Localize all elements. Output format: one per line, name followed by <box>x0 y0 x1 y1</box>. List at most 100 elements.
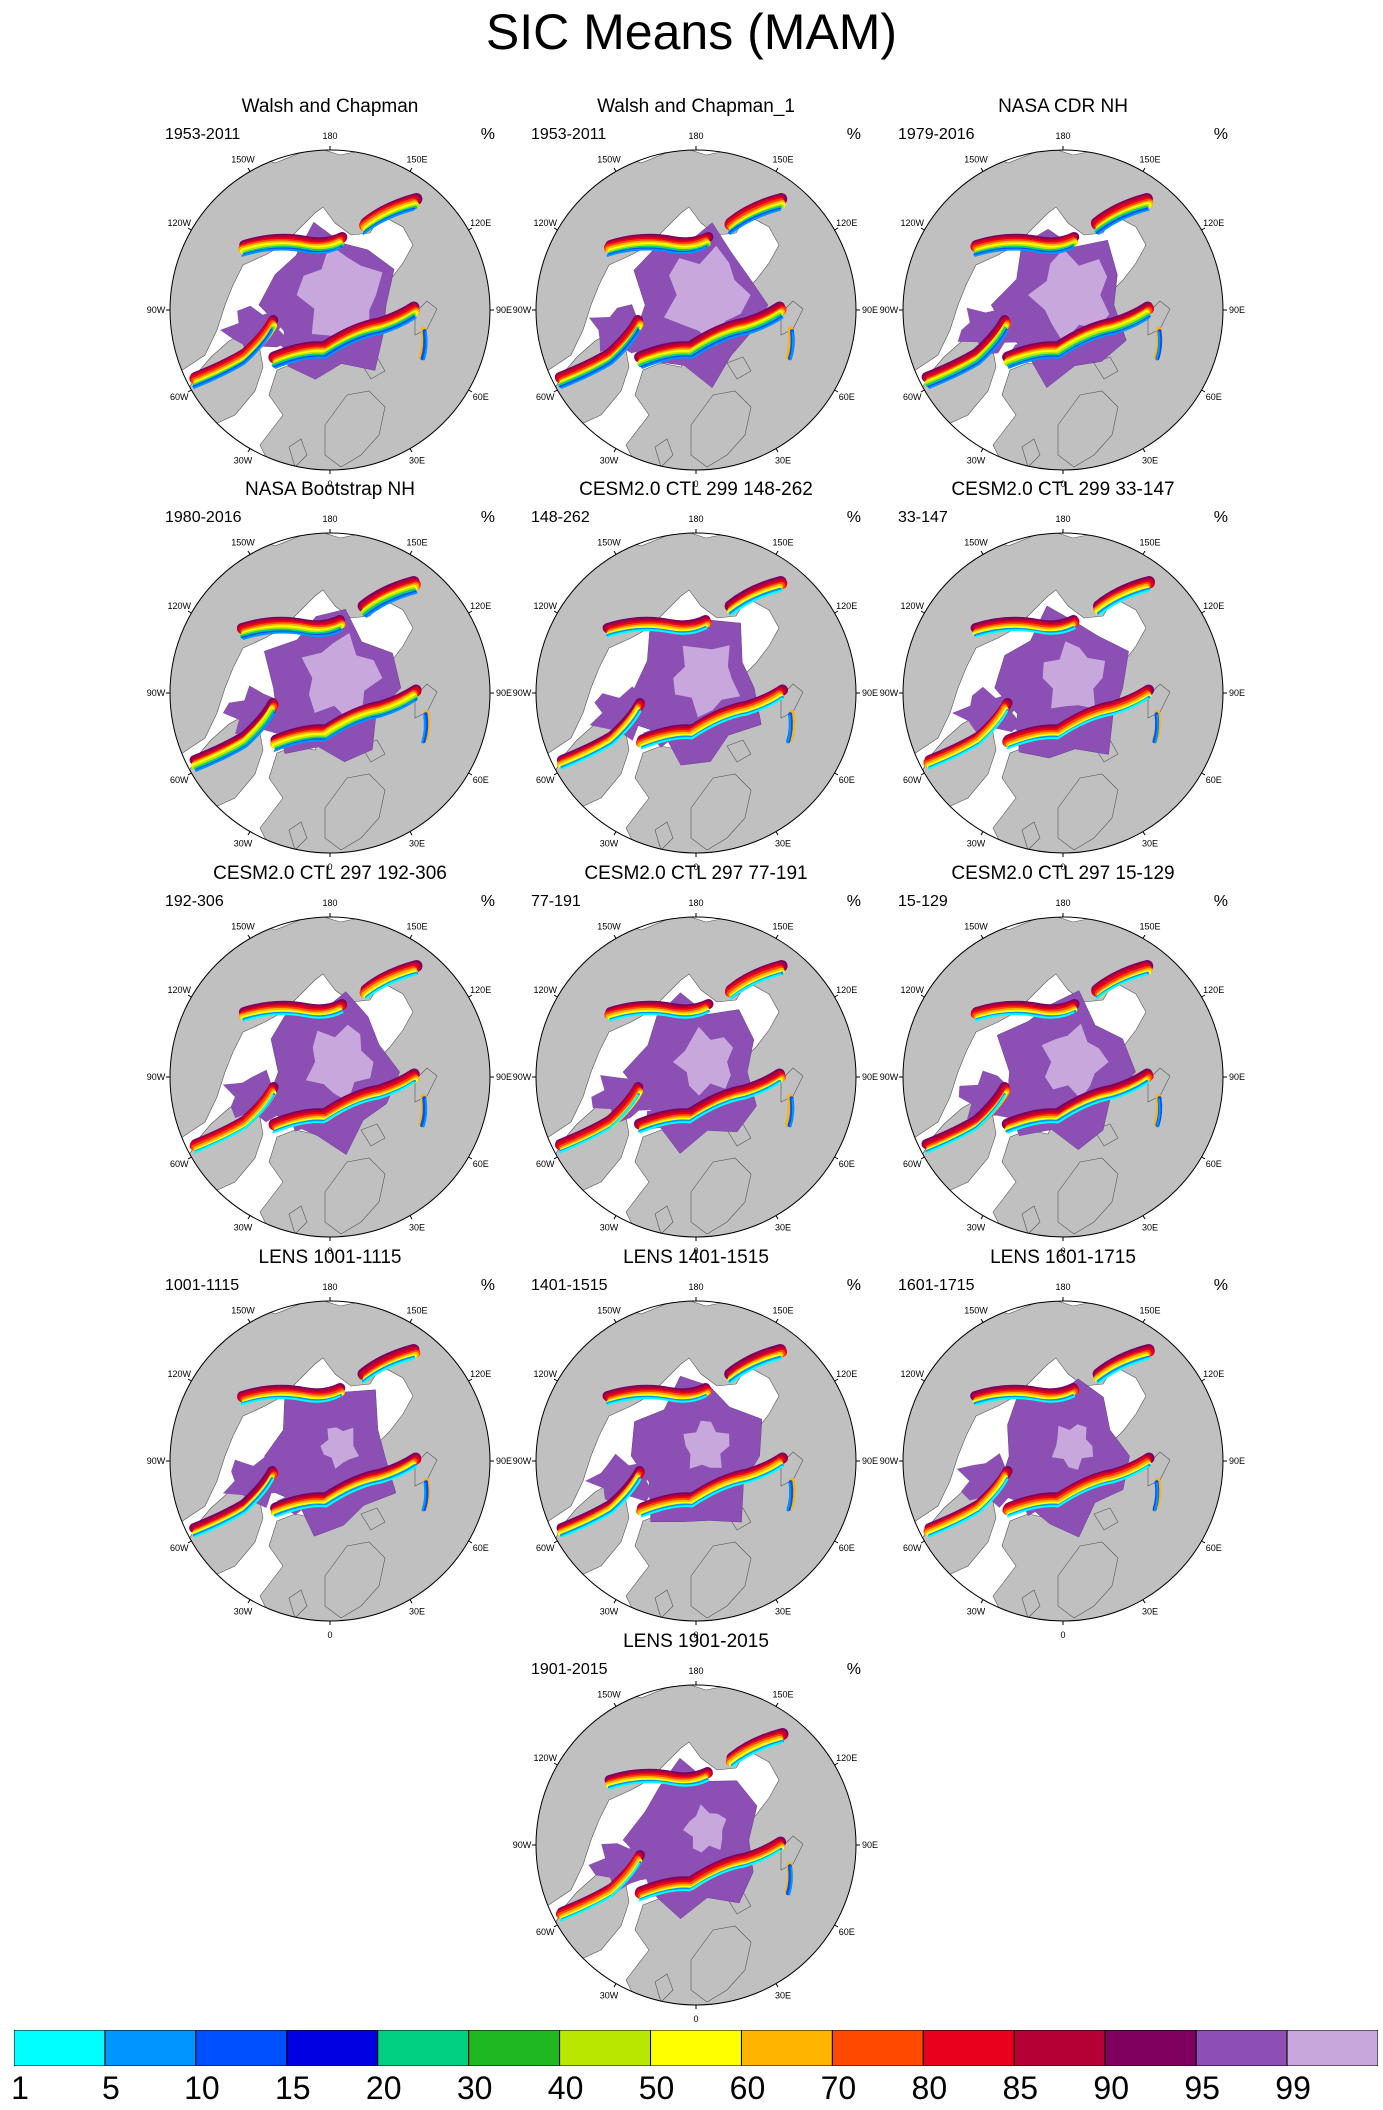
panel-title: Walsh and Chapman <box>241 96 419 117</box>
longitude-label: 120E <box>470 985 491 995</box>
longitude-label: 30E <box>1142 1607 1158 1617</box>
longitude-label: 60W <box>170 392 189 402</box>
colorbar-labels: 1 5 10 15 20 30 40 50 60 70 80 85 90 95 99 <box>0 2070 1383 2110</box>
colorbar-label: 15 <box>275 2070 311 2106</box>
longitude-label: 120E <box>836 601 857 611</box>
colorbar-label: 99 <box>1275 2070 1311 2106</box>
longitude-label: 150W <box>597 1305 621 1315</box>
longitude-label: 60E <box>473 392 489 402</box>
longitude-label: 90W <box>513 688 532 698</box>
longitude-label: 180 <box>322 898 337 908</box>
colorbar-swatch <box>650 2030 742 2066</box>
longitude-label: 0 <box>693 2014 698 2024</box>
longitude-label: 180 <box>322 1282 337 1292</box>
longitude-label: 120W <box>168 218 192 228</box>
longitude-label: 120W <box>901 1369 925 1379</box>
map-panel: CESM2.0 CTL 297 192-306 192-306% 180 150E 12… <box>147 862 512 1256</box>
longitude-label: 120W <box>534 1369 558 1379</box>
panel-title: LENS 1401-1515 <box>623 1247 769 1268</box>
figure-title: SIC Means (MAM) <box>485 4 898 60</box>
panel-title: CESM2.0 CTL 297 15-129 <box>951 863 1175 884</box>
colorbar-swatch <box>14 2030 106 2066</box>
longitude-label: 60W <box>536 1159 555 1169</box>
colorbar-swatch <box>740 2030 833 2066</box>
longitude-label: 120E <box>836 1369 857 1379</box>
longitude-label: 120W <box>168 985 192 995</box>
longitude-label: 30W <box>600 1991 619 2001</box>
longitude-label: 0 <box>327 862 332 872</box>
colorbar-swatch <box>922 2030 1015 2066</box>
panel-period: 1953-2011 <box>531 126 607 143</box>
longitude-label: 90E <box>862 1456 878 1466</box>
longitude-label: 120E <box>1203 218 1224 228</box>
longitude-label: 60E <box>839 775 855 785</box>
longitude-label: 150E <box>406 1305 427 1315</box>
longitude-label: 0 <box>327 1630 332 1640</box>
longitude-label: 60W <box>170 1543 189 1553</box>
panel-period: 33-147 <box>898 509 948 526</box>
longitude-label: 90E <box>496 688 512 698</box>
longitude-label: 60E <box>473 775 489 785</box>
longitude-label: 180 <box>688 898 703 908</box>
panel-period: 77-191 <box>531 893 581 910</box>
longitude-label: 30E <box>1142 839 1158 849</box>
colorbar-swatch <box>1013 2030 1106 2066</box>
longitude-label: 30W <box>967 839 986 849</box>
longitude-label: 120E <box>1203 601 1224 611</box>
longitude-label: 180 <box>322 514 337 524</box>
polar-map: 180 150E 120E 90E 60E 30E 0 30W 60W 90W 120W 150W <box>147 898 512 1256</box>
map-panel: CESM2.0 CTL 299 148-262 148-262% 180 150E 12… <box>513 478 878 872</box>
longitude-label: 30W <box>967 1607 986 1617</box>
longitude-label: 150W <box>964 921 988 931</box>
longitude-label: 120E <box>836 985 857 995</box>
polar-map: 180 150E 120E 90E 60E 30E 0 30W 60W 90W 120W 150W <box>880 898 1245 1256</box>
longitude-label: 90W <box>513 1456 532 1466</box>
colorbar-swatch <box>468 2030 561 2066</box>
longitude-label: 60W <box>170 775 189 785</box>
longitude-label: 150W <box>231 154 255 164</box>
longitude-label: 60W <box>903 392 922 402</box>
panel-title: NASA CDR NH <box>998 96 1128 117</box>
longitude-label: 60E <box>839 1543 855 1553</box>
longitude-label: 60W <box>903 1543 922 1553</box>
longitude-label: 90W <box>880 305 899 315</box>
colorbar-label: 10 <box>184 2070 220 2106</box>
colorbar-label: 60 <box>729 2070 766 2106</box>
longitude-label: 180 <box>688 131 703 141</box>
longitude-label: 90W <box>147 688 166 698</box>
panel-period: 148-262 <box>531 509 590 526</box>
longitude-label: 150W <box>597 1689 621 1699</box>
colorbar-label: 85 <box>1002 2070 1039 2106</box>
panel-period: 1979-2016 <box>898 126 975 143</box>
longitude-label: 90W <box>513 1072 532 1082</box>
longitude-label: 150E <box>772 154 793 164</box>
panel-title: NASA Bootstrap NH <box>244 479 416 500</box>
panel-title: Walsh and Chapman_1 <box>597 96 795 117</box>
longitude-label: 180 <box>1055 131 1070 141</box>
map-panel: CESM2.0 CTL 297 15-129 15-129% 180 150E 120E… <box>880 862 1245 1256</box>
longitude-label: 30E <box>775 839 791 849</box>
longitude-label: 90E <box>496 305 512 315</box>
longitude-label: 0 <box>1060 862 1065 872</box>
map-panel: Walsh and Chapman 1953-2011% 180 150E 120E 90… <box>147 95 512 489</box>
map-panel: LENS 1601-1715 1601-1715% 180 150E 120E 90E 60… <box>880 1246 1245 1640</box>
longitude-label: 120W <box>534 218 558 228</box>
panel-units: % <box>846 509 861 526</box>
panel-units: % <box>480 1277 495 1294</box>
longitude-label: 120W <box>901 601 925 611</box>
longitude-label: 90E <box>496 1072 512 1082</box>
colorbar-label: 90 <box>1093 2070 1129 2106</box>
panel-period: 1980-2016 <box>165 509 242 526</box>
colorbar-swatch <box>1104 2030 1197 2066</box>
panel-units: % <box>846 1277 861 1294</box>
longitude-label: 180 <box>1055 898 1070 908</box>
panel-title: LENS 1001-1115 <box>258 1247 402 1268</box>
longitude-label: 150E <box>772 1305 793 1315</box>
longitude-label: 120E <box>470 1369 491 1379</box>
longitude-label: 150W <box>597 537 621 547</box>
colorbar-label: 95 <box>1184 2070 1220 2106</box>
colorbar-label: 5 <box>102 2070 120 2106</box>
longitude-label: 60W <box>903 775 922 785</box>
longitude-label: 90W <box>147 305 166 315</box>
longitude-label: 90W <box>880 688 899 698</box>
